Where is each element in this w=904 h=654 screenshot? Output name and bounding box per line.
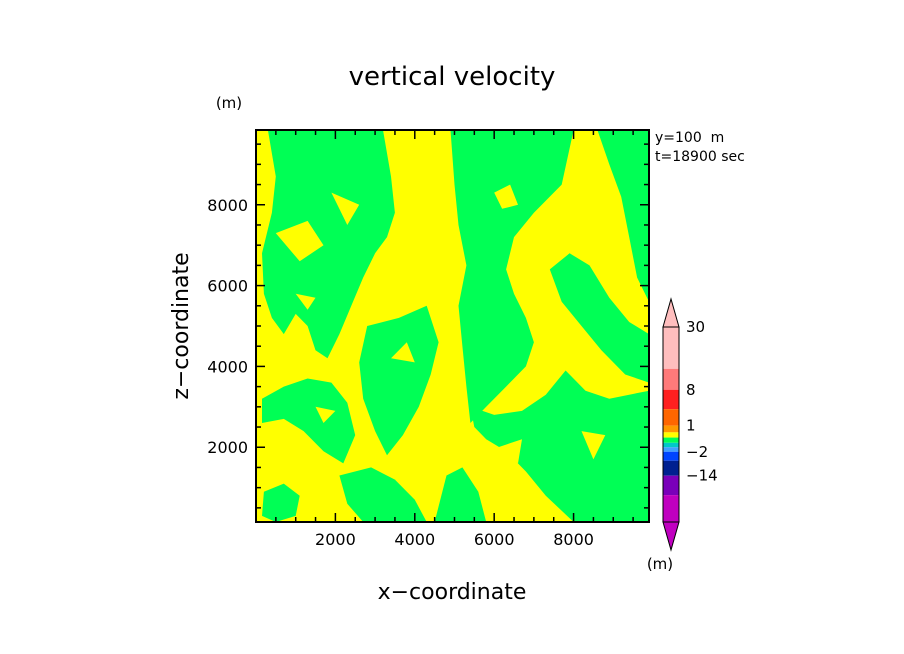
y-tick-label: 6000 — [207, 277, 248, 296]
x-tick-label: 6000 — [474, 530, 515, 549]
contour-region-10 — [549, 253, 649, 383]
colorbar-label: −2 — [686, 443, 708, 461]
contour-region-18 — [315, 406, 336, 423]
y-tick-label: 2000 — [207, 438, 248, 457]
contour-region-5 — [434, 467, 487, 522]
y-unit-label: (m) — [216, 94, 242, 112]
y-axis-label: z−coordinate — [169, 252, 194, 399]
colorbar-segment — [663, 425, 679, 433]
colorbar-arrow-bottom — [662, 521, 680, 552]
contour-regions — [262, 130, 649, 522]
contour-region-12 — [331, 192, 360, 225]
contour-region-3 — [359, 305, 439, 456]
contour-region-6 — [262, 378, 356, 464]
contour-region-14 — [295, 293, 316, 310]
chart-title: vertical velocity — [349, 62, 556, 92]
x-tick-label: 4000 — [394, 530, 435, 549]
colorbar-segment — [663, 475, 679, 496]
colorbar-segment — [663, 495, 679, 522]
contour-region-7 — [339, 467, 427, 522]
colorbar-segment — [663, 451, 679, 461]
contour-region-15 — [565, 334, 586, 355]
contour-region-17 — [498, 439, 522, 464]
colorbar-segment — [663, 327, 679, 369]
contour-region-13 — [494, 184, 518, 209]
colorbar-segment — [663, 432, 679, 438]
info-line-1: y=100 m — [655, 130, 724, 146]
contour-region-4 — [470, 370, 649, 522]
contour-region-19 — [391, 342, 415, 363]
y-tick-label: 4000 — [207, 357, 248, 376]
x-tick-label: 2000 — [315, 530, 356, 549]
colorbar-segment — [663, 389, 679, 410]
colorbar-label: 1 — [686, 417, 696, 435]
contour-region-2 — [450, 130, 574, 423]
colorbar-label: 30 — [686, 318, 705, 336]
contour-region-1 — [262, 130, 395, 359]
colorbar-segment — [663, 460, 679, 476]
colorbar-frame — [662, 326, 680, 523]
axis-ticks: 2000 4000 6000 8000 2000 4000 6000 8000 — [207, 130, 649, 549]
y-tick-label: 8000 — [207, 196, 248, 215]
colorbar-segment — [663, 368, 679, 390]
colorbar-arrow-top — [662, 297, 680, 328]
info-line-2: t=18900 sec — [655, 149, 745, 165]
contour-region-16 — [581, 431, 606, 460]
colorbar-segment — [663, 447, 679, 452]
colorbar-segment — [663, 409, 679, 426]
contour-region-11 — [275, 220, 324, 262]
colorbar-unit: (m) — [647, 555, 673, 573]
x-axis-label: x−coordinate — [378, 580, 527, 605]
colorbar-label: 8 — [686, 381, 696, 399]
contour-region-8 — [262, 483, 300, 522]
contour-region-9 — [597, 130, 649, 302]
x-tick-label: 8000 — [553, 530, 594, 549]
colorbar-label: −14 — [686, 467, 718, 485]
colorbar-segment — [663, 442, 679, 448]
colorbar-segment — [663, 437, 679, 443]
colorbar: 30 8 1 −2 −14 — [662, 297, 718, 552]
